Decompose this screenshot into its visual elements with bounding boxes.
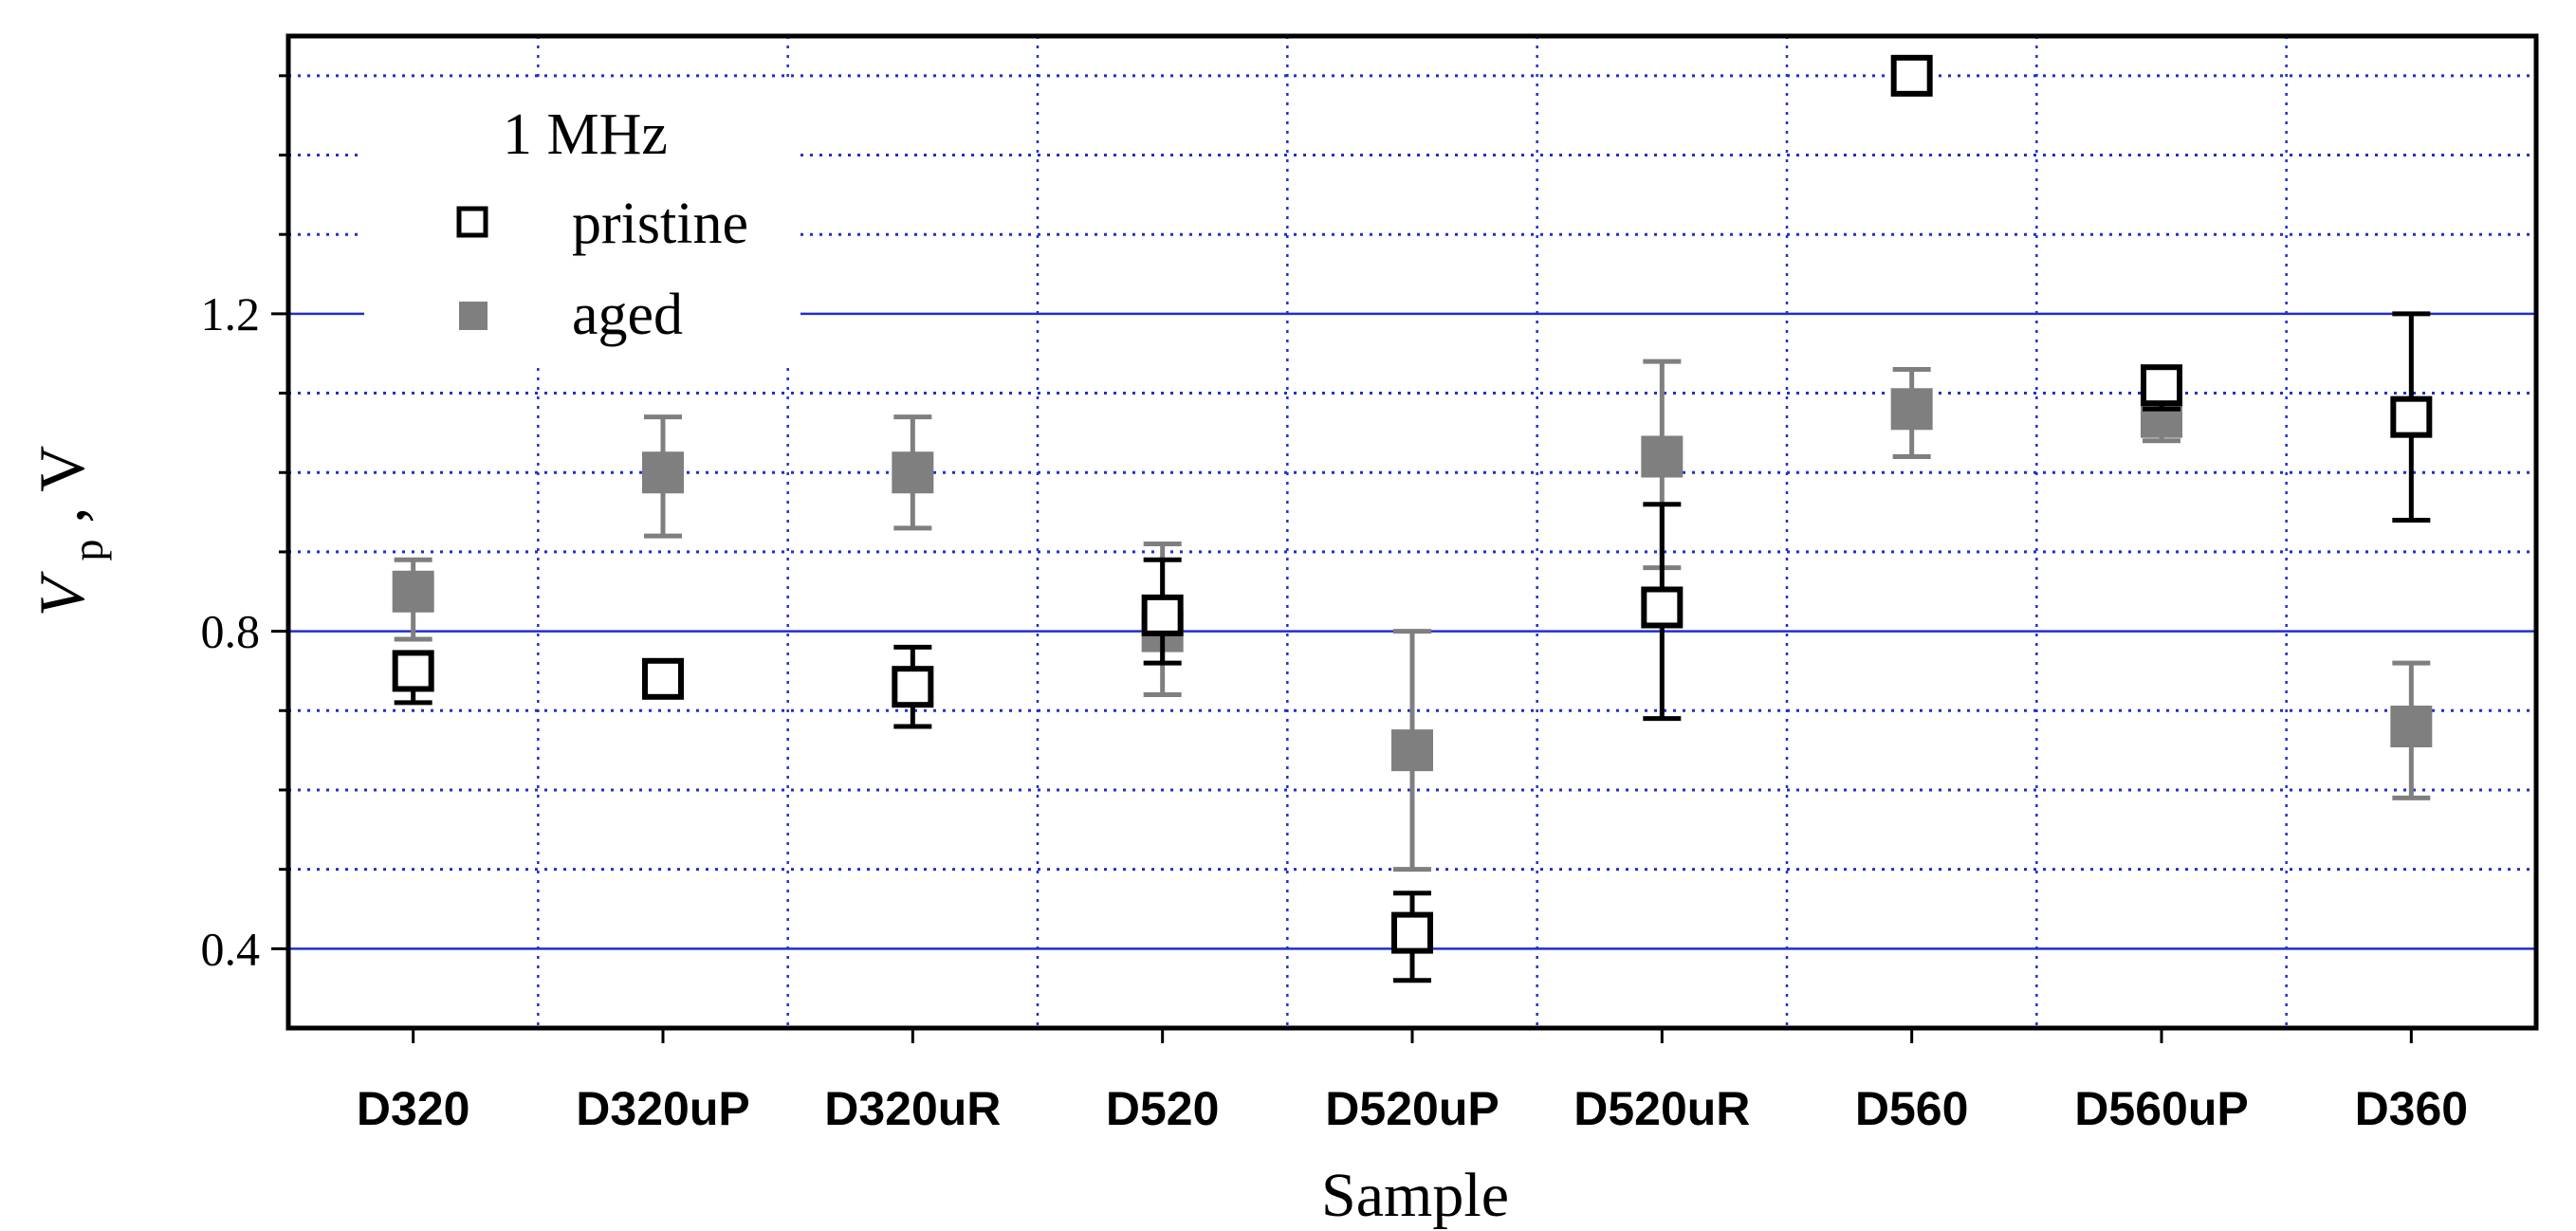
legend-marker-aged: [459, 302, 488, 330]
y-axis-subscript: p: [64, 540, 112, 561]
y-axis-symbol: V: [26, 570, 98, 616]
x-tick-label: D360: [2355, 1082, 2469, 1135]
legend-label-pristine: pristine: [572, 192, 748, 256]
plot-frame: [285, 33, 2539, 1031]
legend-marker-pristine: [456, 206, 488, 238]
data-point-pristine: [892, 666, 934, 708]
y-tick-label: 0.8: [201, 605, 261, 658]
data-point-aged: [1391, 729, 1433, 772]
data-point-pristine: [2390, 395, 2433, 438]
y-tick-label: 0.4: [201, 922, 261, 975]
x-axis-title: Sample: [1321, 1161, 1509, 1230]
axis-ticks: 0.4 0.8 1.2: [201, 74, 2413, 1043]
data-point-pristine: [642, 657, 684, 700]
data-point-aged: [392, 570, 434, 613]
data-series: [392, 54, 2433, 983]
x-tick-label: D560uP: [2074, 1082, 2248, 1135]
x-tick-label: D520uR: [1573, 1082, 1750, 1135]
data-point-pristine: [1641, 586, 1684, 629]
data-point-aged: [2390, 706, 2433, 748]
x-tick-label: D520: [1106, 1082, 1220, 1135]
x-tick-label: D320uP: [576, 1082, 749, 1135]
legend: 1 MHz pristine aged: [364, 78, 800, 362]
data-point-pristine: [1391, 911, 1433, 954]
x-tick-label: D320: [357, 1082, 470, 1135]
x-tick-labels: D320 D320uP D320uR D520 D520uP D520uR D560 D560…: [357, 1082, 2468, 1135]
y-axis-title: V p , V: [26, 446, 117, 616]
legend-label-aged: aged: [572, 283, 683, 347]
data-point-aged: [642, 451, 684, 494]
y-tick-label: 1.2: [201, 287, 261, 340]
x-tick-label: D560: [1855, 1082, 1969, 1135]
data-point-aged: [892, 451, 934, 494]
y-axis-unit: , V: [26, 446, 98, 524]
data-point-pristine: [392, 650, 434, 692]
svg-text:V p , V: V p , V: [26, 446, 117, 616]
data-point-pristine: [1141, 594, 1184, 636]
series-pristine: [392, 54, 2433, 983]
x-tick-label: D320uR: [824, 1082, 1001, 1135]
data-point-aged: [1890, 388, 1933, 431]
legend-title: 1 MHz: [503, 102, 668, 167]
x-tick-label: D520uP: [1325, 1082, 1499, 1135]
data-point-pristine: [2141, 364, 2182, 407]
data-point-pristine: [1890, 54, 1933, 97]
legend-background: [364, 78, 800, 362]
series-aged: [392, 358, 2433, 873]
data-point-aged: [1641, 435, 1684, 478]
